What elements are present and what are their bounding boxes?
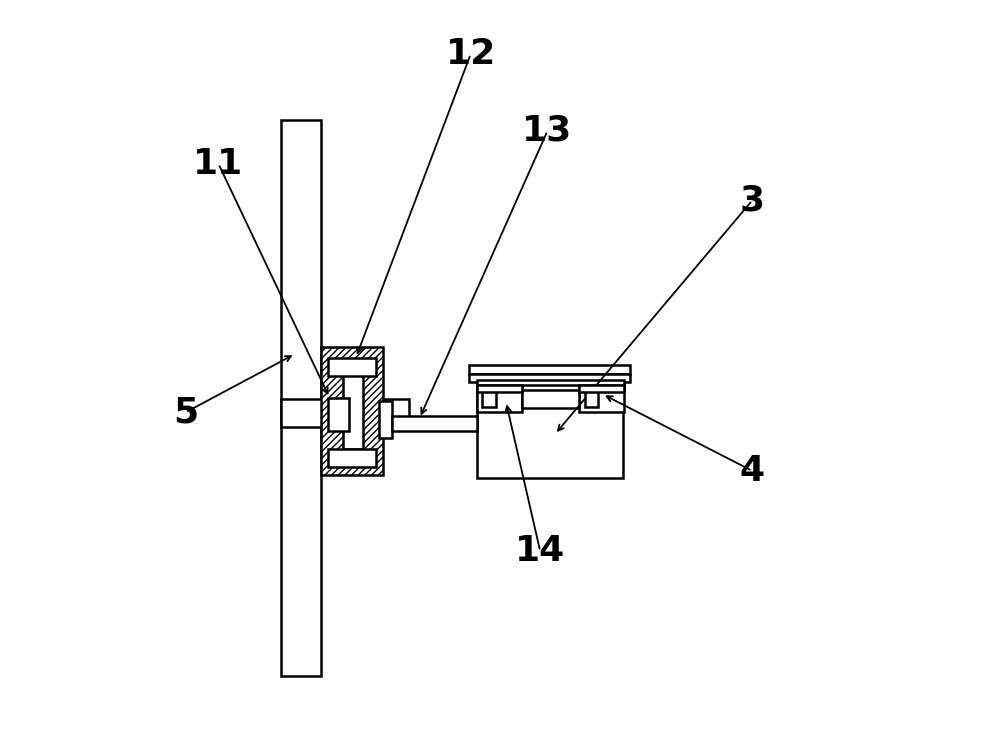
Bar [482,391,496,407]
Bar [477,380,624,385]
Bar [392,416,477,430]
Bar [343,365,363,449]
Text: 5: 5 [173,395,198,430]
Text: 3: 3 [740,184,765,217]
Text: 11: 11 [193,147,244,181]
Bar [328,398,349,430]
Text: 14: 14 [515,534,565,568]
Bar [469,365,630,374]
Text: 4: 4 [740,454,765,488]
Text: 13: 13 [522,113,573,148]
Bar [328,449,376,467]
Bar [379,402,392,438]
Bar [477,372,623,478]
Bar [477,385,522,413]
Bar [321,346,383,475]
Bar [522,391,579,408]
Bar [477,385,522,392]
Bar [579,385,624,413]
Text: 12: 12 [446,37,496,71]
Bar [328,357,376,376]
Bar [579,385,624,392]
Bar [281,399,409,427]
Bar [585,391,598,407]
Bar [281,120,321,676]
Bar [469,374,630,383]
